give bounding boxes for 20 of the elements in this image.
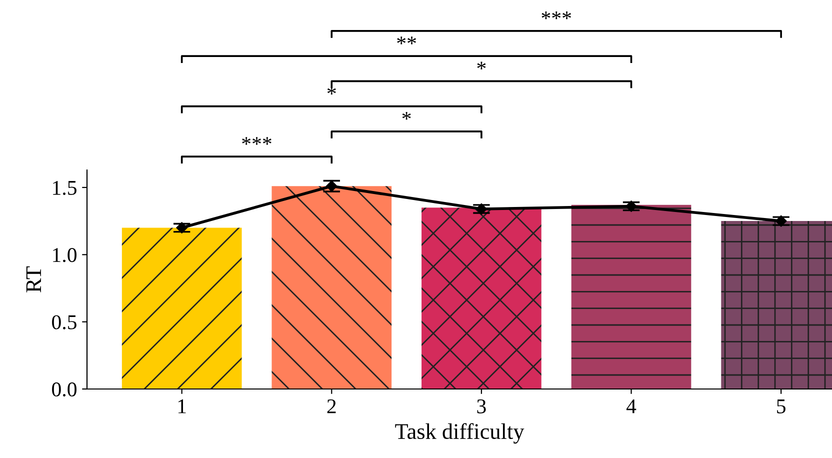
- x-tick-label: 5: [777, 400, 786, 414]
- x-tick-label: 4: [626, 399, 636, 414]
- bar: [122, 228, 242, 389]
- text: *: [402, 112, 411, 120]
- y-axis-title: RT: [26, 266, 41, 292]
- bar: [422, 208, 542, 389]
- text: **: [397, 36, 416, 44]
- y-tick-label: 0.5: [52, 315, 76, 330]
- x-axis-title: Task difficulty: [395, 423, 524, 444]
- y-tick-label: 1.5: [53, 180, 76, 195]
- x-tick-label: 2: [327, 399, 336, 414]
- text: ***: [242, 137, 272, 145]
- y-tick-label: 1.0: [53, 248, 76, 262]
- x-tick-label: 1: [178, 399, 186, 414]
- y-tick-label: 0.0: [52, 382, 76, 397]
- bar: [571, 204, 692, 389]
- x-tick-label: 3: [477, 399, 486, 414]
- text: *: [477, 62, 486, 70]
- bar: [272, 186, 392, 389]
- text: ***: [542, 12, 571, 20]
